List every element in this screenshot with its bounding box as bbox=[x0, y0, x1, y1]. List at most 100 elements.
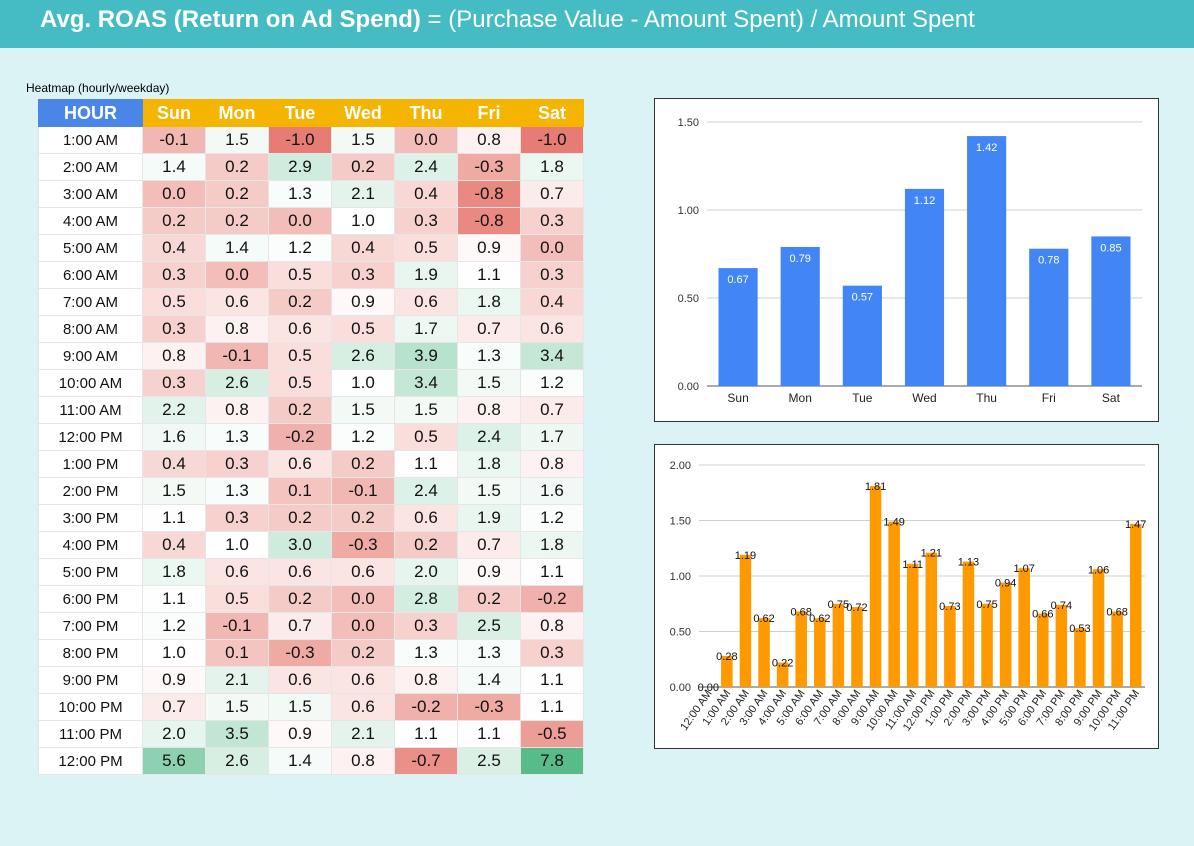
hour-label: 4:00 PM bbox=[38, 531, 143, 559]
heatmap-cell: -0.1 bbox=[331, 477, 395, 505]
heatmap-cell: -0.8 bbox=[457, 207, 521, 235]
bar bbox=[967, 136, 1007, 386]
heatmap-cell: 1.3 bbox=[205, 423, 269, 451]
hourly-roas-chart: 0.00 0.50 1.00 1.50 2.00 12:00 AM 0.00 1:00 AM 0… bbox=[654, 444, 1159, 749]
heatmap-cell: 1.6 bbox=[520, 477, 584, 505]
heatmap-cell: 0.1 bbox=[205, 639, 269, 667]
heatmap-cell: 1.5 bbox=[457, 477, 521, 505]
heatmap-cell: 1.4 bbox=[268, 747, 332, 775]
bar bbox=[1055, 604, 1068, 687]
day-header: Mon bbox=[205, 99, 269, 127]
bar bbox=[1029, 248, 1069, 386]
heatmap-cell: 1.0 bbox=[331, 369, 395, 397]
heatmap-cell: 0.8 bbox=[394, 666, 458, 694]
hour-label: 11:00 PM bbox=[38, 720, 143, 748]
bar bbox=[925, 552, 938, 687]
bar bbox=[1111, 611, 1123, 687]
heatmap-cell: 0.0 bbox=[331, 612, 395, 640]
data-label: 0.73 bbox=[939, 601, 960, 613]
heatmap-cell: 0.2 bbox=[268, 504, 332, 532]
heatmap-cell: 1.3 bbox=[394, 639, 458, 667]
y-tick-label: 1.50 bbox=[670, 516, 691, 528]
heatmap-cell: 2.6 bbox=[205, 747, 269, 775]
page-title-bold: Avg. ROAS (Return on Ad Spend) bbox=[40, 6, 421, 33]
data-label: 1.42 bbox=[976, 142, 997, 154]
day-header: Wed bbox=[331, 99, 395, 127]
bar bbox=[795, 611, 807, 687]
heatmap-row: 10:00 PM 0.7 1.5 1.5 0.6 -0.2 -0.3 1.1 bbox=[38, 693, 584, 721]
heatmap-cell: -0.8 bbox=[457, 180, 521, 208]
heatmap-cell: 0.7 bbox=[268, 612, 332, 640]
bar bbox=[814, 618, 826, 687]
heatmap-cell: 1.4 bbox=[142, 153, 206, 181]
heatmap-cell: 1.2 bbox=[520, 504, 584, 532]
heatmap-cell: 0.6 bbox=[268, 450, 332, 478]
heatmap-cell: 0.3 bbox=[520, 207, 584, 235]
heatmap-cell: 0.0 bbox=[205, 261, 269, 289]
heatmap-cell: 0.8 bbox=[457, 396, 521, 424]
heatmap-row: 12:00 PM 5.6 2.6 1.4 0.8 -0.7 2.5 7.8 bbox=[38, 747, 584, 775]
heatmap-row: 8:00 PM 1.0 0.1 -0.3 0.2 1.3 1.3 0.3 bbox=[38, 639, 584, 667]
heatmap-cell: 1.5 bbox=[205, 126, 269, 154]
heatmap-cell: 5.6 bbox=[142, 747, 206, 775]
heatmap-cell: 1.9 bbox=[457, 504, 521, 532]
heatmap-cell: 0.9 bbox=[457, 558, 521, 586]
heatmap-cell: 1.1 bbox=[520, 666, 584, 694]
x-tick-label: Tue bbox=[852, 391, 873, 405]
heatmap-cell: 0.5 bbox=[142, 288, 206, 316]
heatmap-cell: 1.1 bbox=[142, 585, 206, 613]
heatmap-row: 2:00 AM 1.4 0.2 2.9 0.2 2.4 -0.3 1.8 bbox=[38, 153, 584, 181]
data-label: 1.12 bbox=[914, 195, 935, 207]
data-label: 0.67 bbox=[727, 274, 748, 286]
heatmap-cell: 0.7 bbox=[520, 396, 584, 424]
heatmap-cell: 1.3 bbox=[457, 342, 521, 370]
heatmap-cell: 0.2 bbox=[205, 153, 269, 181]
heatmap-cell: 0.2 bbox=[331, 639, 395, 667]
heatmap-cell: 3.0 bbox=[268, 531, 332, 559]
bar bbox=[962, 561, 975, 687]
heatmap-cell: 2.1 bbox=[331, 720, 395, 748]
heatmap-cell: 0.3 bbox=[142, 369, 206, 397]
heatmap-row: 6:00 AM 0.3 0.0 0.5 0.3 1.9 1.1 0.3 bbox=[38, 261, 584, 289]
data-label: 1.07 bbox=[1013, 563, 1034, 575]
heatmap-cell: 0.2 bbox=[394, 531, 458, 559]
heatmap-cell: 0.4 bbox=[394, 180, 458, 208]
heatmap-cell: -1.0 bbox=[520, 126, 584, 154]
heatmap-row: 10:00 AM 0.3 2.6 0.5 1.0 3.4 1.5 1.2 bbox=[38, 369, 584, 397]
x-tick-label: Mon bbox=[789, 391, 812, 405]
heatmap-cell: 1.5 bbox=[205, 693, 269, 721]
heatmap-cell: 0.6 bbox=[205, 288, 269, 316]
heatmap-cell: 0.7 bbox=[457, 531, 521, 559]
heatmap-cell: 0.2 bbox=[205, 207, 269, 235]
heatmap-row: 5:00 AM 0.4 1.4 1.2 0.4 0.5 0.9 0.0 bbox=[38, 234, 584, 262]
y-tick-label: 0.00 bbox=[670, 682, 691, 694]
day-header: Tue bbox=[268, 99, 332, 127]
heatmap-cell: 0.0 bbox=[268, 207, 332, 235]
heatmap-cell: 0.2 bbox=[331, 153, 395, 181]
heatmap-cell: 0.6 bbox=[394, 288, 458, 316]
heatmap-row: 4:00 PM 0.4 1.0 3.0 -0.3 0.2 0.7 1.8 bbox=[38, 531, 584, 559]
heatmap-cell: 0.8 bbox=[520, 612, 584, 640]
heatmap-cell: 0.4 bbox=[142, 234, 206, 262]
heatmap-row: 7:00 PM 1.2 -0.1 0.7 0.0 0.3 2.5 0.8 bbox=[38, 612, 584, 640]
heatmap-cell: 1.1 bbox=[394, 450, 458, 478]
data-label: 0.62 bbox=[753, 613, 774, 625]
data-label: 0.85 bbox=[1100, 242, 1121, 254]
heatmap-cell: 1.7 bbox=[394, 315, 458, 343]
heatmap-cell: 0.3 bbox=[520, 639, 584, 667]
heatmap-cell: 0.7 bbox=[457, 315, 521, 343]
heatmap-row: 11:00 PM 2.0 3.5 0.9 2.1 1.1 1.1 -0.5 bbox=[38, 720, 584, 748]
heatmap-cell: 0.8 bbox=[205, 396, 269, 424]
bar bbox=[776, 662, 789, 687]
page-title-formula: = (Purchase Value - Amount Spent) / Amou… bbox=[420, 6, 975, 33]
heatmap-cell: 0.5 bbox=[268, 369, 332, 397]
heatmap-table: HOUR Sun Mon Tue Wed Thu Fri Sat 1:00 AM… bbox=[38, 99, 584, 775]
heatmap-cell: 1.1 bbox=[394, 720, 458, 748]
heatmap-cell: -0.3 bbox=[268, 639, 332, 667]
x-tick-label: Sun bbox=[727, 391, 748, 405]
hour-label: 2:00 PM bbox=[38, 477, 143, 505]
hour-label: 3:00 AM bbox=[38, 180, 143, 208]
hour-label: 5:00 AM bbox=[38, 234, 143, 262]
heatmap-cell: 1.5 bbox=[331, 396, 395, 424]
